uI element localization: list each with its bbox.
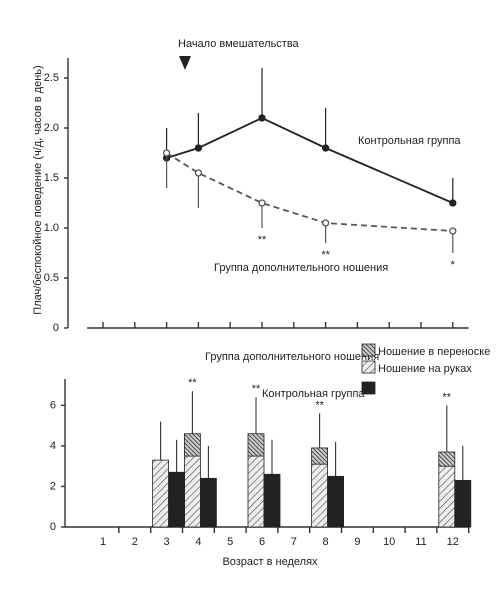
marker [449, 227, 457, 235]
significance: * [451, 259, 456, 271]
x-tick-label: 4 [195, 536, 201, 548]
marker [449, 199, 457, 207]
legend-swatch [361, 381, 376, 395]
significance: ** [252, 383, 261, 395]
y-axis-label: Плач/беспокойное поведение (ч/д, часов в… [32, 65, 44, 314]
x-tick-label: 11 [415, 536, 426, 548]
marker [258, 199, 266, 207]
series-label: Контрольная группа [358, 135, 461, 147]
series-line [166, 117, 454, 204]
legend-label: Ношение в переноске [378, 346, 490, 358]
y-tick-label: 4 [50, 440, 56, 452]
y-tick-label: 2.0 [44, 122, 59, 134]
x-tick-label: 1 [100, 536, 106, 548]
series-line [166, 152, 453, 232]
bar [454, 479, 472, 528]
y-tick-label: 0 [53, 322, 59, 334]
bar [247, 433, 265, 457]
x-tick-label: 9 [354, 536, 360, 548]
bar [263, 473, 281, 528]
x-tick-label: 12 [447, 536, 459, 548]
marker [321, 219, 330, 227]
y-tick-label: 0 [50, 521, 56, 533]
y-tick-label: 1.5 [44, 172, 59, 184]
marker [194, 144, 203, 152]
bar [168, 471, 186, 528]
y-tick-label: 6 [50, 399, 56, 411]
y-tick-label: 2.5 [44, 72, 59, 84]
intervention-arrow [179, 56, 191, 70]
x-tick-label: 5 [227, 536, 233, 548]
legend-label: Контрольная группа [262, 388, 365, 400]
significance: ** [258, 234, 267, 246]
bar [183, 455, 201, 528]
y-tick-label: 0.5 [44, 272, 59, 284]
bar [327, 475, 345, 528]
marker [258, 114, 266, 122]
significance: ** [188, 377, 197, 389]
bar [438, 465, 456, 528]
y-tick-label: 1.0 [44, 222, 59, 234]
legend-title: Группа дополнительного ношения [205, 351, 379, 363]
bar [438, 451, 456, 467]
x-axis-label: Возраст в неделях [222, 556, 318, 568]
bar [152, 459, 170, 528]
legend-label: Ношение на руках [378, 363, 472, 375]
y-tick-label: 2 [50, 480, 56, 492]
marker [162, 149, 171, 157]
bar [311, 447, 329, 465]
marker [194, 169, 203, 177]
x-tick-label: 7 [291, 536, 297, 548]
significance: ** [315, 399, 324, 411]
series-label: Группа дополнительного ношения [214, 262, 388, 274]
bar [247, 455, 265, 528]
significance: ** [443, 391, 452, 403]
x-tick-label: 3 [164, 536, 170, 548]
significance: ** [321, 249, 330, 261]
x-tick-label: 6 [259, 536, 265, 548]
x-tick-label: 10 [383, 536, 395, 548]
marker [321, 144, 330, 152]
bar [183, 433, 201, 457]
x-tick-label: 8 [323, 536, 329, 548]
annotation: Начало вмешательства [178, 38, 300, 50]
legend-swatch [361, 343, 376, 357]
x-tick-label: 2 [132, 536, 138, 548]
bar [199, 477, 217, 528]
legend-swatch [361, 360, 376, 374]
bar [311, 463, 329, 528]
